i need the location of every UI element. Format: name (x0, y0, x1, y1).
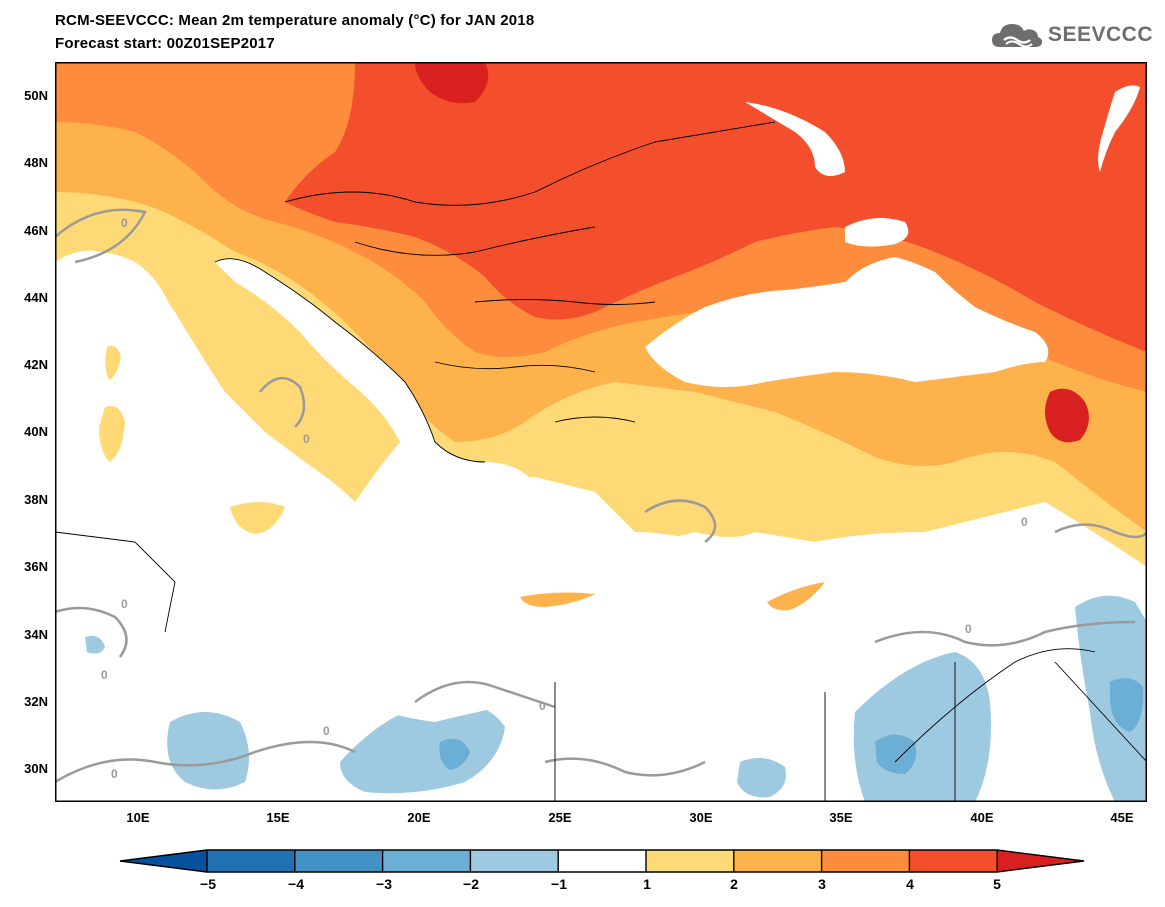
colorbar-cell (821, 850, 910, 872)
contour-line (874, 620, 1136, 647)
map-title: RCM-SEEVCCC: Mean 2m temperature anomaly… (55, 12, 535, 29)
lat-label: 46N (24, 223, 48, 238)
contour-label: 0 (111, 767, 118, 781)
lat-label: 42N (24, 357, 48, 372)
colorbar-cell (294, 850, 383, 872)
colorbar-cell (646, 850, 734, 872)
lon-label: 20E (407, 810, 431, 825)
colorbar-cell (558, 850, 646, 872)
forecast-start-label: Forecast start: 00Z01SEP2017 (55, 35, 275, 52)
lat-label: 50N (24, 88, 48, 103)
anomaly-band-5 (415, 62, 489, 104)
colorbar-label: 1 (643, 876, 651, 892)
colorbar-cell (733, 850, 822, 872)
contour-line (414, 680, 556, 709)
colorbar-label: 5 (993, 876, 1001, 892)
lon-label: 25E (548, 810, 572, 825)
anomaly-band-5b (1045, 388, 1089, 443)
lat-label: 38N (24, 492, 48, 507)
anomaly-band-neg1e (737, 758, 786, 798)
contour-line (544, 757, 706, 777)
lon-label: 35E (829, 810, 853, 825)
lat-label: 36N (24, 559, 48, 574)
contour-label: 0 (539, 699, 546, 713)
contour-line (55, 208, 147, 264)
sea-of-azov (845, 218, 909, 247)
map-canvas (55, 62, 1147, 802)
lon-label: 45E (1110, 810, 1134, 825)
contour-label: 0 (323, 724, 330, 738)
lat-label: 34N (24, 627, 48, 642)
contour-line (259, 377, 306, 428)
colorbar-label: −1 (551, 876, 567, 892)
anomaly-band-neg1b (340, 701, 505, 794)
border-line (284, 121, 776, 206)
border-line (354, 226, 596, 256)
colorbar-label: −5 (200, 876, 216, 892)
coastline (214, 258, 486, 463)
border-line (1054, 661, 1147, 763)
sicily (230, 502, 285, 534)
lon-label: 40E (970, 810, 994, 825)
colorbar-cell (470, 850, 559, 872)
colorbar-cell (382, 850, 471, 872)
lon-label: 15E (266, 810, 290, 825)
contour-label: 0 (303, 432, 310, 446)
mediterranean-sea (55, 252, 870, 722)
colorbar-label: −4 (288, 876, 304, 892)
lat-label: 44N (24, 290, 48, 305)
contour-line (644, 499, 717, 543)
zero-contours (55, 208, 1147, 784)
anomaly-band-neg1 (167, 712, 249, 790)
map-border (55, 62, 1147, 802)
contour-label: 0 (121, 216, 128, 230)
seevccc-logo: SEEVCCC (990, 20, 1153, 50)
anomaly-map: 0 0 0 0 0 0 0 0 0 (55, 62, 1147, 802)
colorbar-cell (120, 850, 207, 872)
anomaly-band-neg2c (1110, 678, 1144, 732)
colorbar-label: −3 (376, 876, 392, 892)
colorbar-label: 2 (730, 876, 738, 892)
contour-label: 0 (965, 622, 972, 636)
lat-label: 48N (24, 155, 48, 170)
contour-label: 0 (101, 668, 108, 682)
contour-line (1054, 523, 1147, 539)
black-sea (645, 257, 1049, 387)
border-line (55, 531, 176, 633)
lat-label: 40N (24, 424, 48, 439)
anomaly-band-neg2b (875, 734, 917, 774)
border-line (434, 361, 596, 373)
anomaly-band-neg2 (439, 738, 470, 770)
colorbar-label: 4 (906, 876, 914, 892)
contour-line (55, 740, 356, 784)
anomaly-band-4 (285, 62, 1147, 352)
border-line (474, 299, 656, 305)
border-line (894, 648, 1096, 763)
corsica (105, 345, 121, 380)
colorbar-label: 3 (818, 876, 826, 892)
cyprus (767, 582, 825, 611)
anomaly-band-neg1f (85, 635, 105, 654)
lon-label: 10E (126, 810, 150, 825)
lon-label: 30E (689, 810, 713, 825)
cloud-icon (991, 24, 1043, 48)
country-borders (55, 121, 1147, 802)
colorbar-cell (207, 850, 295, 872)
colorbar (119, 849, 1085, 873)
contour-label: 0 (1021, 515, 1028, 529)
lat-label: 30N (24, 761, 48, 776)
colorbar-cell (909, 850, 998, 872)
lat-label: 32N (24, 694, 48, 709)
map-artifact (1098, 85, 1140, 172)
crete (520, 592, 595, 607)
logo-text: SEEVCCC (1047, 23, 1153, 46)
contour-label: 0 (121, 597, 128, 611)
border-line (554, 416, 636, 423)
sardinia (99, 406, 125, 462)
map-artifact (745, 102, 845, 176)
contour-line (55, 606, 128, 658)
colorbar-cell (997, 850, 1084, 872)
colorbar-label: −2 (463, 876, 479, 892)
